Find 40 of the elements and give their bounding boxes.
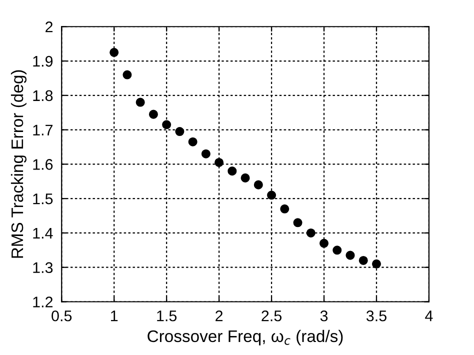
point — [162, 120, 172, 130]
y-tick-label: 2 — [46, 21, 53, 32]
x-tick-label: 0.5 — [52, 310, 72, 322]
point — [228, 166, 237, 176]
y-axis-title: RMS Tracking Error (deg) — [10, 70, 26, 258]
point — [110, 48, 119, 57]
point — [214, 158, 224, 167]
point — [122, 70, 132, 80]
y-tick-label: 1.7 — [33, 124, 53, 136]
point — [346, 250, 355, 260]
x-tick-label: 1.5 — [157, 310, 177, 322]
point — [306, 228, 316, 238]
y-tick-label: 1.2 — [33, 296, 53, 308]
point — [332, 246, 342, 255]
point — [201, 149, 210, 158]
point — [188, 137, 198, 146]
point — [136, 98, 145, 107]
point — [240, 173, 250, 182]
y-tick-label: 1.6 — [33, 159, 53, 170]
y-tick-label: 1.4 — [33, 228, 53, 239]
point — [293, 218, 302, 228]
y-tick-label: 1.3 — [33, 262, 53, 274]
point — [175, 127, 184, 136]
x-tick-label: 4 — [425, 310, 433, 322]
x-axis-title: Crossover Freq, ω$_{c}$ (rad/s) — [148, 330, 343, 346]
point — [267, 190, 276, 200]
point — [254, 180, 263, 190]
point — [320, 238, 329, 248]
x-tick-label: 1 — [111, 310, 118, 322]
x-tick-label: 3.5 — [366, 310, 386, 322]
y-tick-label: 1.8 — [33, 90, 53, 102]
x-tick-label: 3 — [320, 310, 328, 322]
point — [148, 110, 158, 119]
point — [280, 204, 290, 214]
x-tick-label: 2.5 — [262, 310, 282, 322]
point — [358, 256, 368, 265]
y-tick-label: 1.9 — [33, 56, 53, 67]
y-tick-label: 1.5 — [33, 194, 53, 204]
point — [372, 259, 382, 268]
x-tick-label: 2 — [216, 310, 223, 322]
